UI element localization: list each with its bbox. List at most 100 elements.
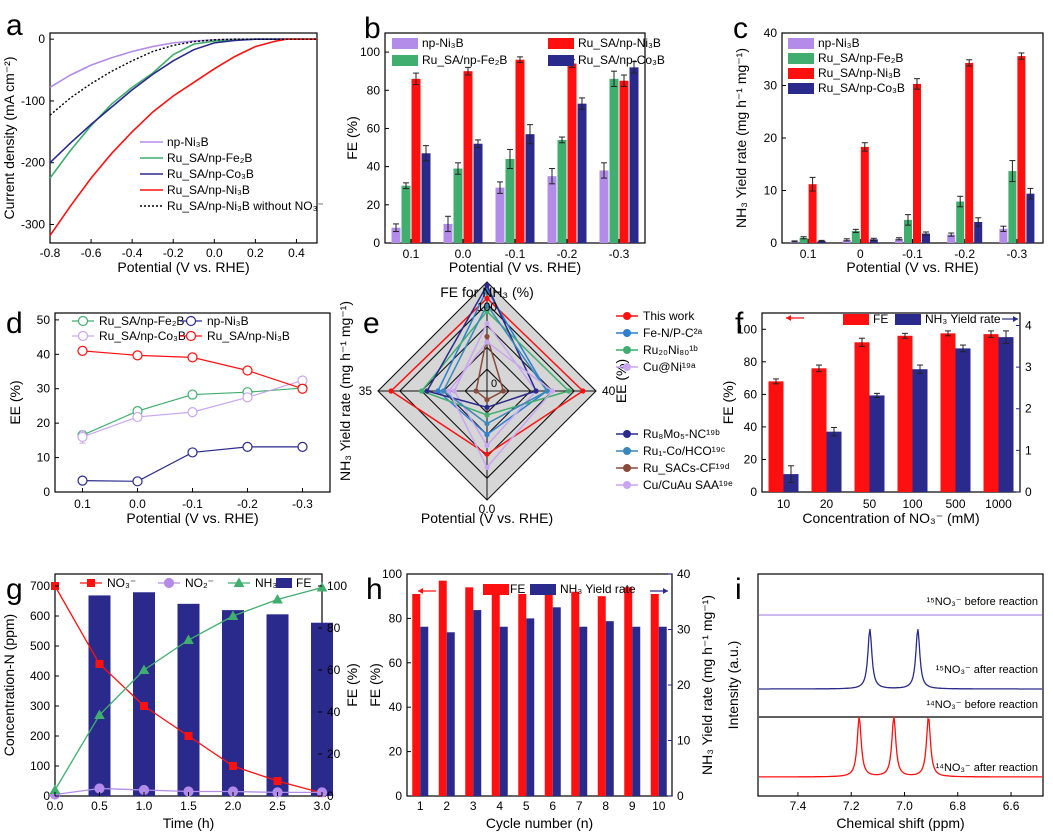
- data-point: [77, 330, 89, 342]
- x-tick-label: -0.3: [1007, 247, 1028, 261]
- y-tick-label: 20: [744, 452, 758, 466]
- data-point: [316, 581, 328, 592]
- legend-swatch: [548, 38, 574, 49]
- x-tick-label: 2.5: [269, 799, 286, 813]
- legend-label: np-Ni₃B: [818, 36, 860, 50]
- bar: [955, 348, 971, 492]
- radar-point: [473, 388, 479, 394]
- x-tick-label: -0.2: [237, 497, 258, 511]
- bar: [453, 168, 463, 243]
- y-tick-label: 20: [389, 745, 403, 759]
- radar-point: [580, 388, 586, 394]
- bar: [552, 607, 561, 796]
- bar: [783, 474, 799, 492]
- x-axis-label: Chemical shift (ppm): [836, 815, 964, 831]
- data-point: [187, 447, 198, 458]
- panel-d: 0.1 0.0 -0.1 -0.2 -0.3 0 10 20 30 40 50 Ru_SA/np-Fe…: [7, 312, 331, 526]
- y-axis-label: Current density (mA cm⁻²): [1, 57, 17, 220]
- bar: [463, 71, 473, 243]
- y2-tick-label: 20: [327, 747, 341, 761]
- series-line: [49, 38, 317, 237]
- bar: [768, 381, 784, 492]
- bar: [491, 593, 500, 796]
- radar-point: [484, 464, 490, 470]
- bar: [869, 395, 885, 492]
- y-tick-label: 0: [43, 485, 50, 499]
- data-point: [242, 365, 253, 376]
- bar: [465, 587, 474, 796]
- legend-marker: [623, 464, 631, 472]
- radar-point: [484, 432, 490, 438]
- legend-label: Ru_SA/np-Ni₃B without NO₃⁻: [167, 199, 324, 213]
- radar-point: [451, 388, 457, 394]
- legend-label: Ru_SA/np-Co₃B: [578, 53, 665, 67]
- radar-point: [446, 388, 452, 394]
- x-tick-label: 9: [629, 799, 636, 813]
- bar: [567, 63, 577, 243]
- bar: [1008, 171, 1017, 243]
- bar: [922, 233, 930, 243]
- legend-label: FE: [510, 582, 525, 596]
- y-tick-label: 0: [750, 485, 757, 499]
- y-axis-label: NH₃ Yield rate (mg h⁻¹ mg⁻¹): [337, 301, 353, 481]
- panel-g: 0.0 0.5 1.0 1.5 2.0 2.5 3.00100200300400500600…: [1, 573, 360, 831]
- panel-label-a: a: [6, 9, 23, 42]
- bar: [1026, 193, 1035, 243]
- y2-tick-label: 0: [1025, 485, 1032, 499]
- x-tick-label: -0.2: [163, 246, 184, 260]
- spectrum-trace: [759, 628, 1042, 690]
- x-tick-label: 2.0: [225, 799, 242, 813]
- x-tick-label: 0.5: [91, 799, 108, 813]
- radar-point: [484, 320, 490, 327]
- radar-bottom-label: 0.0: [479, 502, 496, 516]
- radar-point: [484, 339, 490, 345]
- y-tick-label: 40: [37, 347, 51, 361]
- x-axis-label: Potential (V vs. RHE): [846, 259, 978, 275]
- legend-label: This work: [643, 309, 695, 323]
- legend-label: Ru_SA/np-Ni₃B: [167, 183, 250, 197]
- data-point: [138, 664, 150, 674]
- x-tick-label: -0.1: [505, 247, 526, 261]
- legend-label: Ru_SA/np-Co₃B: [818, 81, 905, 95]
- legend-label: np-Ni₃B: [422, 36, 464, 50]
- y-tick-label: 400: [30, 669, 50, 683]
- y-tick-label: -100: [21, 94, 45, 108]
- y-tick-label: 100: [737, 322, 757, 336]
- x-tick-label: -0.8: [40, 246, 61, 260]
- radar-point: [544, 388, 550, 394]
- legend-label: Ru_SA/np-Ni₃B: [818, 66, 901, 80]
- x-axis-label: Potential (V vs. RHE): [126, 510, 258, 526]
- axis-arrow-head: [1013, 316, 1018, 322]
- y-tick-label: 20: [367, 198, 381, 212]
- y-tick-label: 30: [764, 79, 778, 93]
- radar-point: [484, 442, 490, 449]
- y-tick-label: 40: [744, 420, 758, 434]
- data-point: [185, 315, 197, 327]
- y-tick-label: 0: [373, 236, 380, 250]
- bar: [391, 227, 401, 243]
- data-point: [183, 634, 194, 644]
- bar: [311, 622, 333, 796]
- x-tick-label: 2: [443, 799, 450, 813]
- bar: [557, 139, 567, 243]
- y2-tick-label: 100: [327, 579, 347, 593]
- radar-point: [419, 388, 425, 394]
- data-point: [132, 476, 143, 487]
- axes-frame: [761, 312, 1021, 493]
- x-tick-label: 500: [945, 497, 965, 511]
- legend-label: Ru_SACs-CF¹⁹ᵈ: [643, 461, 730, 475]
- y-tick-label: 20: [37, 416, 51, 430]
- x-tick-label: 6: [549, 799, 556, 813]
- legend-label: Ru₈Mo₅-NC¹⁹ᵇ: [643, 427, 720, 441]
- legend-label: np-Ni₃B: [207, 314, 249, 328]
- y-tick-label: 10: [37, 451, 51, 465]
- bar: [854, 342, 870, 492]
- data-point: [77, 475, 88, 486]
- legend-label: np-Ni₃B: [167, 135, 209, 149]
- data-point: [233, 577, 245, 587]
- y-tick-label: 0: [43, 789, 50, 803]
- x-axis-label: Potential (V vs. RHE): [117, 259, 249, 275]
- radar-point: [484, 451, 490, 457]
- x-tick-label: 6.8: [949, 799, 966, 813]
- bar: [808, 184, 817, 243]
